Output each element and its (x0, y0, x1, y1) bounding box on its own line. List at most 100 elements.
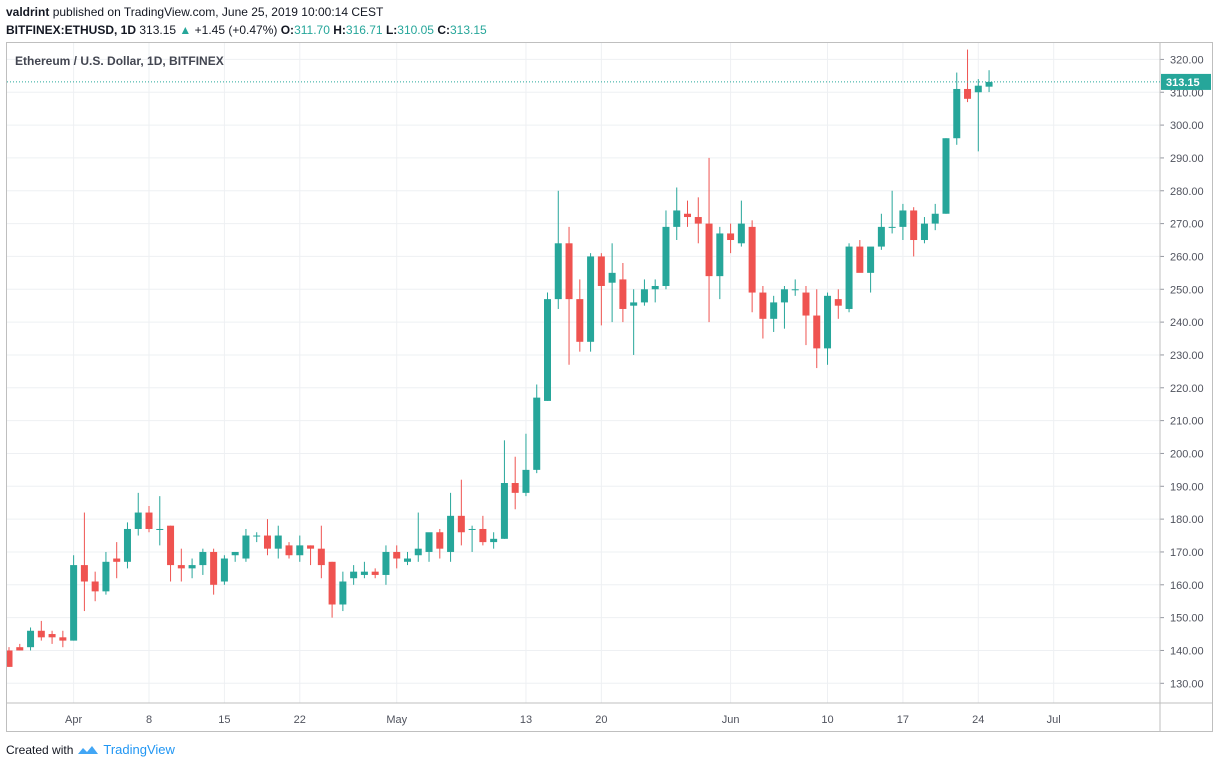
candle-body (263, 535, 271, 549)
x-tick-label: Apr (65, 714, 82, 726)
candle-body (964, 88, 972, 99)
candle-body (27, 630, 35, 648)
candle-body (780, 289, 788, 303)
candle-body (877, 226, 885, 247)
candle-body (123, 528, 131, 562)
candle-body (242, 535, 250, 559)
candle-body (942, 138, 950, 214)
candle-body (393, 551, 401, 559)
candle-body (317, 548, 325, 566)
y-tick-label: 270.00 (1170, 219, 1204, 231)
candle-body (802, 292, 810, 316)
change-value: +1.45 (+0.47%) (194, 23, 278, 37)
candle-body (931, 213, 939, 224)
x-tick-label: 17 (897, 714, 909, 726)
y-tick-label: 130.00 (1170, 678, 1204, 690)
chart-header: valdrint published on TradingView.com, J… (6, 3, 487, 39)
candle-body (371, 571, 379, 575)
open-label: O: (280, 23, 295, 37)
candle-body (274, 535, 282, 549)
x-tick-label: 10 (821, 714, 833, 726)
candle-body (210, 551, 218, 585)
y-tick-label: 300.00 (1170, 120, 1204, 132)
last-price-badge (1161, 73, 1211, 90)
candle-body (953, 88, 961, 139)
candle-body (48, 634, 56, 638)
candle-body (554, 243, 562, 300)
candle-body (544, 299, 551, 401)
candle-body (694, 217, 702, 224)
x-tick-label: 22 (294, 714, 306, 726)
candle-body (856, 246, 864, 273)
y-tick-label: 210.00 (1170, 416, 1204, 428)
candle-body (102, 561, 110, 592)
last-price-label: 313.15 (1166, 77, 1200, 89)
candle-body (651, 285, 659, 290)
candle-body (824, 295, 832, 349)
tradingview-brand-link[interactable]: TradingView (103, 742, 175, 757)
y-tick-label: 290.00 (1170, 153, 1204, 165)
candle-body (899, 210, 907, 227)
candle-body (748, 226, 756, 293)
candle-body (167, 525, 175, 566)
candle-body (597, 256, 605, 286)
candle-body (522, 469, 530, 493)
low-label: L: (385, 23, 398, 37)
ohlc-line: BITFINEX:ETHUSD, 1D 313.15 ▲ +1.45 (+0.4… (6, 21, 487, 39)
candle-body (156, 528, 164, 530)
candle-body (716, 233, 724, 277)
candle-body (296, 545, 304, 556)
candle-body (737, 223, 745, 244)
y-tick-label: 320.00 (1170, 54, 1204, 66)
y-tick-label: 230.00 (1170, 350, 1204, 362)
candle-body (920, 223, 928, 241)
y-tick-label: 280.00 (1170, 186, 1204, 198)
candle-body (630, 302, 638, 306)
candle-body (533, 397, 541, 470)
candle-body (974, 85, 982, 93)
candle-body (253, 535, 261, 537)
x-tick-label: 24 (972, 714, 984, 726)
candle-body (285, 545, 293, 556)
x-tick-label: 13 (520, 714, 532, 726)
candle-body (910, 210, 918, 241)
y-tick-label: 140.00 (1170, 645, 1204, 657)
chart-frame[interactable]: 130.00 140.00 150.00 160.00 170.00 180.00 190.… (6, 42, 1213, 732)
close-label: C: (437, 23, 450, 37)
x-tick-label: May (386, 714, 407, 726)
candle-body (673, 210, 681, 227)
candlestick-chart[interactable]: 130.00 140.00 150.00 160.00 170.00 180.00 190.… (7, 43, 1212, 731)
symbol-label: BITFINEX:ETHUSD, 1D (6, 23, 137, 37)
candle-body (113, 558, 121, 562)
x-tick-label: Jun (722, 714, 740, 726)
candle-body (587, 256, 595, 342)
candle-body (468, 528, 476, 530)
publish-line: valdrint published on TradingView.com, J… (6, 3, 487, 21)
tradingview-logo-icon[interactable] (77, 744, 99, 756)
candle-body (867, 246, 875, 273)
high-value: 316.71 (345, 23, 383, 37)
candle-body (328, 561, 336, 605)
author-name[interactable]: valdrint (6, 5, 50, 19)
candle-body (845, 246, 853, 309)
y-tick-label: 250.00 (1170, 284, 1204, 296)
candle-body (80, 565, 88, 582)
candle-body (791, 289, 799, 291)
low-value: 310.05 (397, 23, 434, 37)
candle-body (565, 243, 573, 300)
candle-body (770, 302, 778, 319)
candle-body (70, 565, 78, 641)
x-tick-label: 8 (146, 714, 152, 726)
candle-body (134, 512, 142, 529)
x-tick-label: 20 (595, 714, 607, 726)
footer: Created with TradingView (6, 742, 175, 757)
candle-body (59, 637, 67, 641)
y-tick-label: 170.00 (1170, 547, 1204, 559)
candle-body (360, 571, 368, 575)
candle-body (727, 233, 735, 241)
candle-body (511, 483, 519, 493)
candle-body (457, 515, 465, 533)
candle-body (177, 565, 185, 569)
candle-body (350, 571, 358, 579)
candle-body (231, 551, 239, 556)
